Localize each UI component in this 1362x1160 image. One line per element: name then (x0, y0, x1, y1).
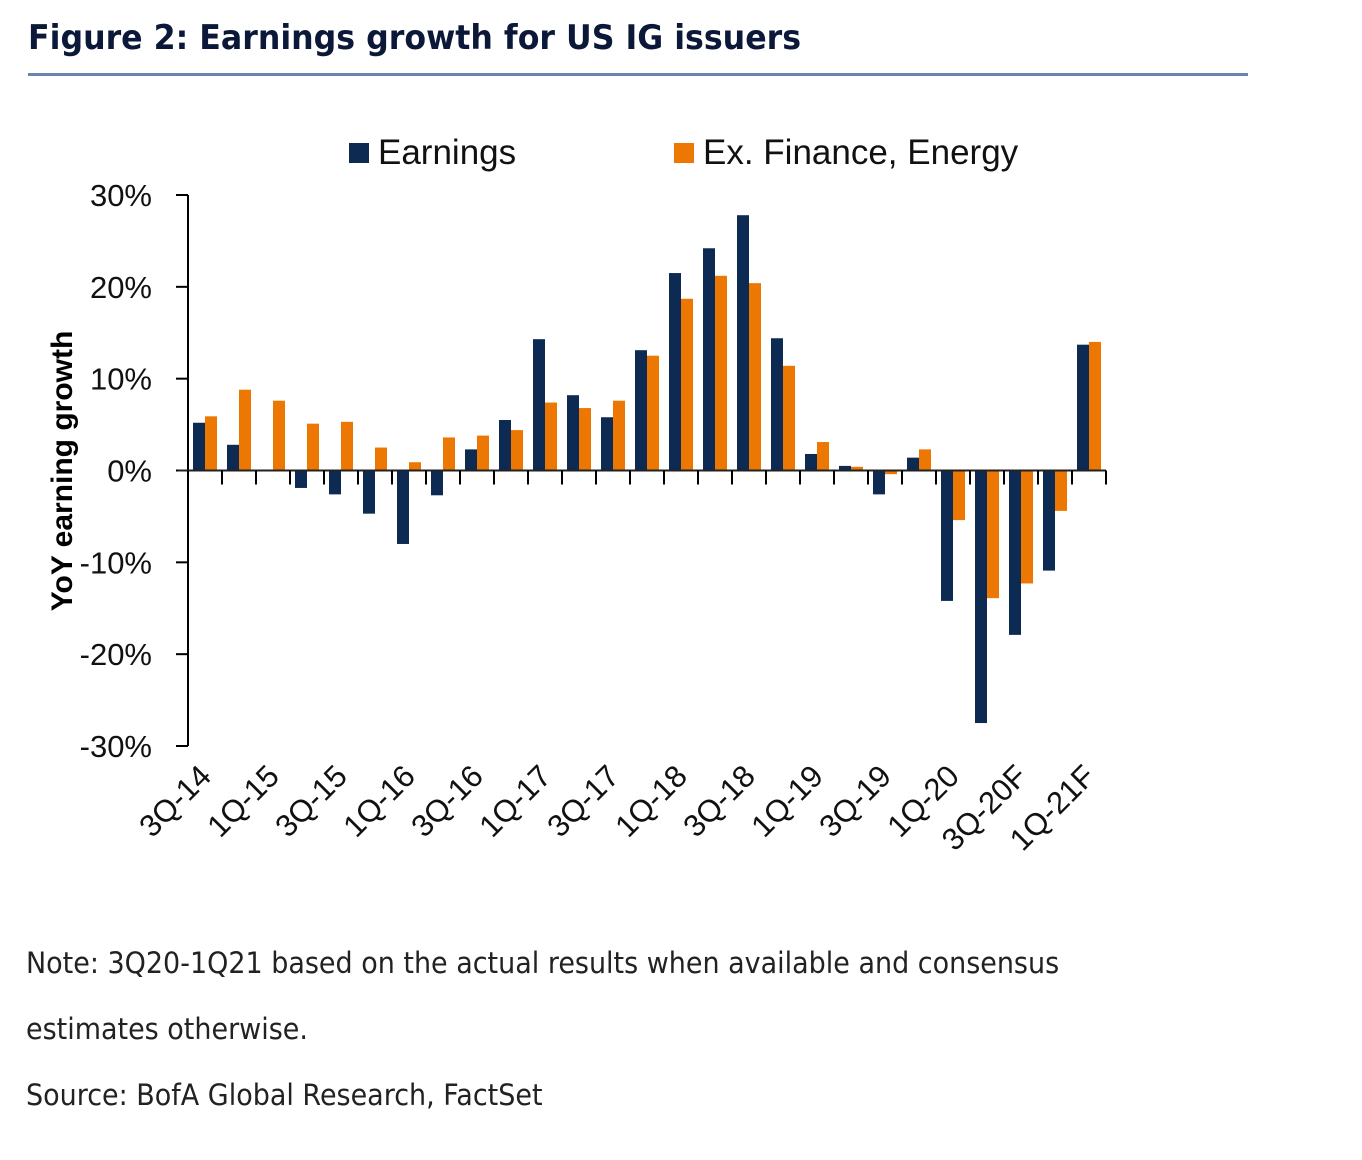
earnings-growth-chart: Earnings Ex. Finance, Energy YoY earning… (46, 133, 1107, 857)
bar-ex-finance-energy-3Q-17 (613, 400, 625, 471)
bar-earnings-1Q-16 (397, 470, 409, 544)
y-tick-label: 10% (90, 362, 152, 397)
figure-title: Figure 2: Earnings growth for US IG issu… (28, 18, 802, 58)
bar-ex-finance-energy-3Q-18 (749, 283, 761, 471)
y-tick-label: -20% (80, 637, 152, 672)
bar-ex-finance-energy-2Q-19 (851, 466, 863, 471)
bar-earnings-1Q-21F (1077, 344, 1089, 471)
bar-earnings-3Q-14 (193, 422, 205, 471)
x-tick-label: 1Q-17 (472, 758, 558, 844)
title-rule (28, 73, 1248, 76)
x-tick-label: 1Q-15 (200, 758, 286, 844)
axes (178, 195, 1107, 746)
bar-earnings-4Q-17 (635, 350, 647, 471)
bar-ex-finance-energy-3Q-20F (1021, 470, 1033, 584)
bar-ex-finance-energy-3Q-15 (341, 421, 353, 471)
legend: Earnings Ex. Finance, Energy (349, 133, 1019, 172)
bar-earnings-3Q-17 (601, 417, 613, 471)
bar-ex-finance-energy-1Q-19 (817, 442, 829, 471)
x-tick-label: 3Q-17 (540, 758, 626, 844)
bar-ex-finance-energy-4Q-14 (239, 389, 251, 471)
bar-earnings-1Q-19 (805, 453, 817, 471)
x-tick-label: 1Q-16 (336, 758, 422, 844)
bar-earnings-2Q-15 (295, 470, 307, 488)
bar-ex-finance-energy-4Q-20F (1055, 470, 1067, 511)
bar-earnings-3Q-15 (329, 470, 341, 495)
note-line-2: estimates otherwise. (26, 1012, 308, 1046)
bar-earnings-2Q-17 (567, 395, 579, 471)
bar-ex-finance-energy-2Q-15 (307, 423, 319, 471)
x-tick-label: 3Q-15 (268, 758, 354, 844)
legend-label-ex-finance-energy: Ex. Finance, Energy (703, 133, 1019, 172)
bar-ex-finance-energy-2Q-16 (443, 437, 455, 471)
bar-earnings-2Q-18 (703, 248, 715, 471)
bar-ex-finance-energy-3Q-14 (205, 416, 217, 471)
bar-earnings-4Q-15 (363, 470, 375, 514)
bar-earnings-2Q-19 (839, 465, 851, 471)
bar-ex-finance-energy-2Q-20 (987, 470, 999, 599)
bar-earnings-3Q-18 (737, 215, 749, 471)
x-axis-labels: 3Q-141Q-153Q-151Q-163Q-161Q-173Q-171Q-18… (132, 758, 1102, 857)
bar-ex-finance-energy-1Q-16 (409, 462, 421, 471)
bar-ex-finance-energy-1Q-21F (1089, 341, 1101, 471)
bar-ex-finance-energy-4Q-18 (783, 365, 795, 471)
bar-ex-finance-energy-4Q-16 (511, 430, 523, 471)
bar-earnings-2Q-20 (975, 470, 987, 724)
bar-earnings-3Q-19 (873, 470, 885, 495)
bar-earnings-4Q-14 (227, 444, 239, 471)
bar-earnings-2Q-16 (431, 470, 443, 496)
y-tick-label: -30% (80, 729, 152, 764)
bar-earnings-4Q-16 (499, 419, 511, 471)
legend-swatch-earnings (349, 143, 369, 163)
bar-ex-finance-energy-1Q-15 (273, 400, 285, 471)
bar-earnings-4Q-19 (907, 457, 919, 471)
x-tick-label: 3Q-19 (812, 758, 898, 844)
bar-ex-finance-energy-3Q-19 (885, 470, 897, 475)
source-text: Source: BofA Global Research, FactSet (26, 1078, 543, 1112)
y-tick-label: -10% (80, 545, 152, 580)
x-tick-label: 3Q-18 (676, 758, 762, 844)
bar-ex-finance-energy-2Q-17 (579, 408, 591, 471)
bar-earnings-1Q-20 (941, 470, 953, 601)
y-tick-label: 0% (107, 454, 152, 489)
bars (193, 215, 1101, 724)
bar-ex-finance-energy-3Q-16 (477, 435, 489, 471)
bar-earnings-4Q-20F (1043, 470, 1055, 571)
bar-ex-finance-energy-2Q-18 (715, 275, 727, 471)
legend-swatch-ex-finance-energy (674, 143, 694, 163)
note-line-1: Note: 3Q20-1Q21 based on the actual resu… (26, 946, 1060, 980)
x-tick-label: 3Q-14 (132, 758, 218, 844)
y-axis-title: YoY earning growth (46, 331, 79, 612)
y-tick-label: 30% (90, 178, 152, 213)
y-tick-label: 20% (90, 270, 152, 305)
bar-earnings-1Q-17 (533, 339, 545, 471)
bar-ex-finance-energy-4Q-17 (647, 355, 659, 471)
bar-ex-finance-energy-1Q-17 (545, 402, 557, 471)
bar-ex-finance-energy-1Q-18 (681, 298, 693, 471)
y-axis-ticks: 30% 20% 10% 0% -10% -20% -30% (80, 178, 188, 764)
x-tick-label: 1Q-18 (608, 758, 694, 844)
bar-earnings-4Q-18 (771, 338, 783, 471)
x-tick-label: 1Q-19 (744, 758, 830, 844)
x-tick-label: 3Q-16 (404, 758, 490, 844)
bar-earnings-3Q-20F (1009, 470, 1021, 635)
legend-label-earnings: Earnings (378, 133, 516, 172)
bar-ex-finance-energy-4Q-19 (919, 449, 931, 471)
bar-ex-finance-energy-4Q-15 (375, 447, 387, 471)
bar-earnings-1Q-18 (669, 273, 681, 471)
bar-earnings-3Q-16 (465, 449, 477, 471)
bar-ex-finance-energy-1Q-20 (953, 470, 965, 521)
